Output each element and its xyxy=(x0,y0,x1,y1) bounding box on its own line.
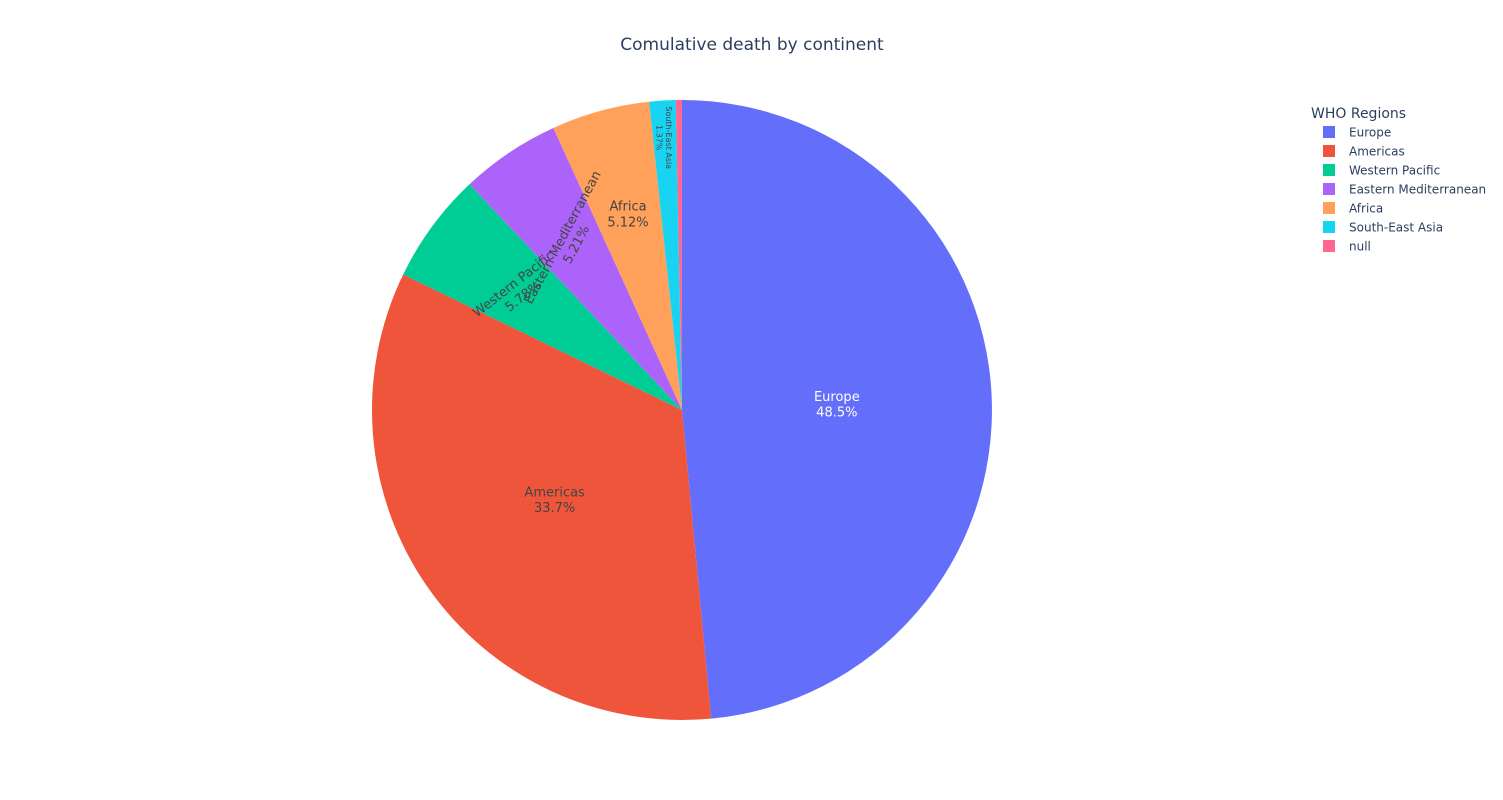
slice-label-percent: 1.37% xyxy=(654,125,663,151)
legend-item-americas[interactable]: Americas xyxy=(1323,145,1405,159)
legend-swatch xyxy=(1323,164,1335,176)
pie-slice-americas[interactable] xyxy=(371,274,712,720)
legend-items: Europe Americas Western Pacific Eastern Med… xyxy=(1323,126,1486,254)
legend-swatch xyxy=(1323,126,1335,138)
pie-slice-africa[interactable] xyxy=(553,101,682,410)
slice-label-name: Africa xyxy=(609,200,646,215)
legend-title: WHO Regions xyxy=(1311,106,1406,122)
legend-swatch xyxy=(1323,183,1335,195)
legend-swatch xyxy=(1323,240,1335,252)
legend-item-null[interactable]: null xyxy=(1323,240,1371,254)
legend-item-south-east-asia[interactable]: South-East Asia xyxy=(1323,221,1443,235)
pie-slice-europe[interactable] xyxy=(682,100,992,719)
legend-swatch xyxy=(1323,221,1335,233)
legend-label: South-East Asia xyxy=(1349,221,1443,235)
pie-slices xyxy=(371,99,992,720)
legend-label: Africa xyxy=(1349,202,1383,216)
legend: WHO Regions Europe Americas Western Pacifi… xyxy=(1311,106,1486,254)
legend-label: Americas xyxy=(1349,145,1405,159)
chart-title: Comulative death by continent xyxy=(620,35,884,55)
pie-slice-eastern-mediterranean[interactable] xyxy=(469,127,682,410)
legend-item-eastern-mediterranean[interactable]: Eastern Mediterranean xyxy=(1323,183,1486,197)
legend-swatch xyxy=(1323,202,1335,214)
legend-item-africa[interactable]: Africa xyxy=(1323,202,1383,216)
pie-slice-south-east-asia[interactable] xyxy=(649,100,682,410)
slice-label-percent: 48.5% xyxy=(816,405,857,420)
slice-label-name: Europe xyxy=(814,390,860,405)
legend-label: Western Pacific xyxy=(1349,164,1440,178)
legend-item-europe[interactable]: Europe xyxy=(1323,126,1391,140)
slice-label-name: Americas xyxy=(524,485,585,500)
pie-slice-western-pacific[interactable] xyxy=(403,184,682,410)
legend-label: null xyxy=(1349,240,1371,254)
legend-label: Europe xyxy=(1349,126,1391,140)
slice-label-name: South-East Asia xyxy=(664,106,673,169)
legend-label: Eastern Mediterranean xyxy=(1349,183,1486,197)
legend-swatch xyxy=(1323,145,1335,157)
slice-label-percent: 5.12% xyxy=(607,215,648,230)
pie-slice-null[interactable] xyxy=(675,99,682,410)
legend-item-western-pacific[interactable]: Western Pacific xyxy=(1323,164,1440,178)
slice-label-percent: 33.7% xyxy=(534,501,575,516)
